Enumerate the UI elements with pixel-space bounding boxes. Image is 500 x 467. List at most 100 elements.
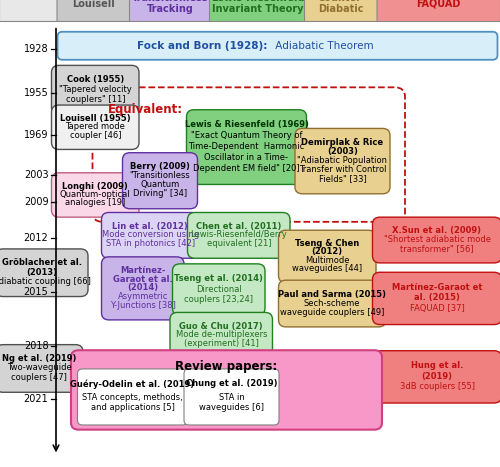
- Text: Y-Junctions [38]: Y-Junctions [38]: [110, 301, 176, 310]
- FancyBboxPatch shape: [304, 0, 378, 21]
- Text: Chen et al. (2011): Chen et al. (2011): [196, 222, 282, 231]
- FancyBboxPatch shape: [186, 110, 306, 184]
- Text: Guo & Chu (2017): Guo & Chu (2017): [180, 322, 263, 331]
- Text: "Adiabatic Population: "Adiabatic Population: [298, 156, 388, 165]
- Text: FAQUAD: FAQUAD: [416, 0, 461, 8]
- Text: Adiabatic coupling [66]: Adiabatic coupling [66]: [0, 277, 90, 286]
- Text: 1928: 1928: [24, 43, 48, 54]
- Text: "Shortest adiabatic mode: "Shortest adiabatic mode: [384, 235, 490, 244]
- Text: Review papers:: Review papers:: [176, 360, 278, 373]
- Text: Mode de-multiplexers: Mode de-multiplexers: [176, 330, 267, 340]
- Text: (2014): (2014): [127, 283, 158, 292]
- Text: Demirplak & Rice: Demirplak & Rice: [302, 138, 384, 147]
- Text: Fock and Born (1928):: Fock and Born (1928):: [137, 41, 268, 51]
- FancyBboxPatch shape: [377, 0, 500, 21]
- FancyBboxPatch shape: [170, 312, 272, 358]
- Text: analogies [19]: analogies [19]: [65, 198, 126, 207]
- Text: Paul and Sarma (2015): Paul and Sarma (2015): [278, 290, 386, 298]
- FancyBboxPatch shape: [372, 272, 500, 325]
- Text: Fields" [33]: Fields" [33]: [318, 175, 366, 184]
- Text: Dependent EM field" [20]: Dependent EM field" [20]: [193, 164, 300, 173]
- Text: 3dB couplers [55]: 3dB couplers [55]: [400, 382, 474, 391]
- Text: couplers [47]: couplers [47]: [12, 373, 67, 382]
- Text: al. (2015): al. (2015): [414, 293, 460, 302]
- Text: 2015: 2015: [24, 287, 48, 297]
- Text: Multimode: Multimode: [305, 255, 350, 265]
- Text: Driving" [34]: Driving" [34]: [133, 190, 187, 198]
- Text: Louisell: Louisell: [72, 0, 115, 8]
- FancyBboxPatch shape: [52, 173, 139, 217]
- Text: STA in
waveguides [6]: STA in waveguides [6]: [199, 393, 264, 412]
- FancyBboxPatch shape: [184, 369, 279, 425]
- Text: transformer" [56]: transformer" [56]: [400, 244, 474, 253]
- Text: Martínez-Garaot et: Martínez-Garaot et: [392, 283, 482, 292]
- Text: "Exact Quantum Theory of: "Exact Quantum Theory of: [191, 131, 302, 140]
- Text: Louisell (1955): Louisell (1955): [60, 114, 130, 123]
- FancyBboxPatch shape: [210, 0, 306, 21]
- Text: Tseng et al. (2014): Tseng et al. (2014): [174, 274, 263, 283]
- Text: Guéry-Odelin et al. (2019): Guéry-Odelin et al. (2019): [70, 379, 194, 389]
- Text: STA in photonics [42]: STA in photonics [42]: [106, 239, 195, 248]
- FancyBboxPatch shape: [0, 0, 58, 21]
- Text: Transfer with Control: Transfer with Control: [298, 165, 386, 174]
- Text: Transitionless
Tracking: Transitionless Tracking: [132, 0, 208, 14]
- Text: Asymmetric: Asymmetric: [118, 292, 168, 301]
- FancyBboxPatch shape: [58, 32, 498, 60]
- FancyBboxPatch shape: [372, 351, 500, 403]
- Text: (experiment) [41]: (experiment) [41]: [184, 339, 258, 348]
- FancyBboxPatch shape: [188, 212, 290, 258]
- FancyBboxPatch shape: [52, 65, 139, 114]
- FancyBboxPatch shape: [0, 249, 88, 297]
- FancyBboxPatch shape: [295, 128, 390, 194]
- Text: equivalent [21]: equivalent [21]: [206, 239, 271, 248]
- FancyBboxPatch shape: [130, 0, 210, 21]
- Text: (2019): (2019): [422, 372, 452, 381]
- Text: Directional: Directional: [196, 284, 242, 294]
- FancyBboxPatch shape: [122, 153, 198, 209]
- Text: 2003: 2003: [24, 170, 48, 180]
- Text: 1955: 1955: [24, 88, 48, 99]
- Text: Gröblacher et al.: Gröblacher et al.: [2, 258, 82, 268]
- FancyBboxPatch shape: [372, 217, 500, 263]
- Text: Chung et al. (2019): Chung et al. (2019): [186, 379, 277, 389]
- Text: Garaot et al.: Garaot et al.: [113, 275, 172, 283]
- FancyBboxPatch shape: [78, 369, 188, 425]
- Text: Martínez-: Martínez-: [120, 266, 166, 275]
- Text: Sech-scheme: Sech-scheme: [304, 298, 360, 308]
- Text: Counter-
Diabatic: Counter- Diabatic: [318, 0, 365, 14]
- Text: coupler [46]: coupler [46]: [70, 131, 121, 140]
- Text: 2012: 2012: [24, 233, 48, 243]
- Text: Berry (2009): Berry (2009): [130, 162, 190, 171]
- Text: Hung et al.: Hung et al.: [411, 361, 463, 370]
- Text: 2018: 2018: [24, 340, 48, 351]
- Text: "Transitionless: "Transitionless: [130, 171, 190, 180]
- Text: waveguides [44]: waveguides [44]: [292, 264, 362, 273]
- Text: Lin et al. (2012): Lin et al. (2012): [112, 222, 188, 231]
- Text: Time-Dependent  Harmonic: Time-Dependent Harmonic: [188, 142, 304, 151]
- Text: Lewis & Riesenfeld (1969): Lewis & Riesenfeld (1969): [184, 120, 308, 129]
- Text: Adiabatic Theorem: Adiabatic Theorem: [272, 41, 374, 51]
- FancyBboxPatch shape: [57, 0, 130, 21]
- Text: (2003): (2003): [327, 147, 358, 156]
- Text: (2012): (2012): [312, 248, 343, 256]
- Text: waveguide couplers [49]: waveguide couplers [49]: [280, 308, 384, 317]
- Text: FAQUAD [37]: FAQUAD [37]: [410, 304, 465, 313]
- Text: Quantum: Quantum: [140, 180, 179, 189]
- Text: Mode conversion using: Mode conversion using: [102, 230, 199, 240]
- FancyBboxPatch shape: [172, 264, 265, 315]
- FancyBboxPatch shape: [71, 350, 382, 430]
- Text: 1969: 1969: [24, 130, 48, 141]
- Text: 2009: 2009: [24, 197, 48, 207]
- Text: Lewis-Riesenfeld
Invariant Theory: Lewis-Riesenfeld Invariant Theory: [211, 0, 304, 14]
- FancyBboxPatch shape: [102, 212, 199, 258]
- Text: 2021: 2021: [24, 394, 48, 404]
- Text: couplers [23,24]: couplers [23,24]: [184, 295, 254, 304]
- FancyBboxPatch shape: [0, 345, 83, 392]
- Text: (2013): (2013): [26, 268, 57, 277]
- Text: X.Sun et al. (2009): X.Sun et al. (2009): [392, 226, 482, 235]
- Text: Tapered mode: Tapered mode: [66, 122, 125, 131]
- FancyBboxPatch shape: [278, 280, 386, 327]
- Text: couplers" [11]: couplers" [11]: [66, 95, 125, 104]
- Text: Ng et al. (2019): Ng et al. (2019): [2, 354, 76, 363]
- Text: Equivalent:: Equivalent:: [108, 103, 182, 116]
